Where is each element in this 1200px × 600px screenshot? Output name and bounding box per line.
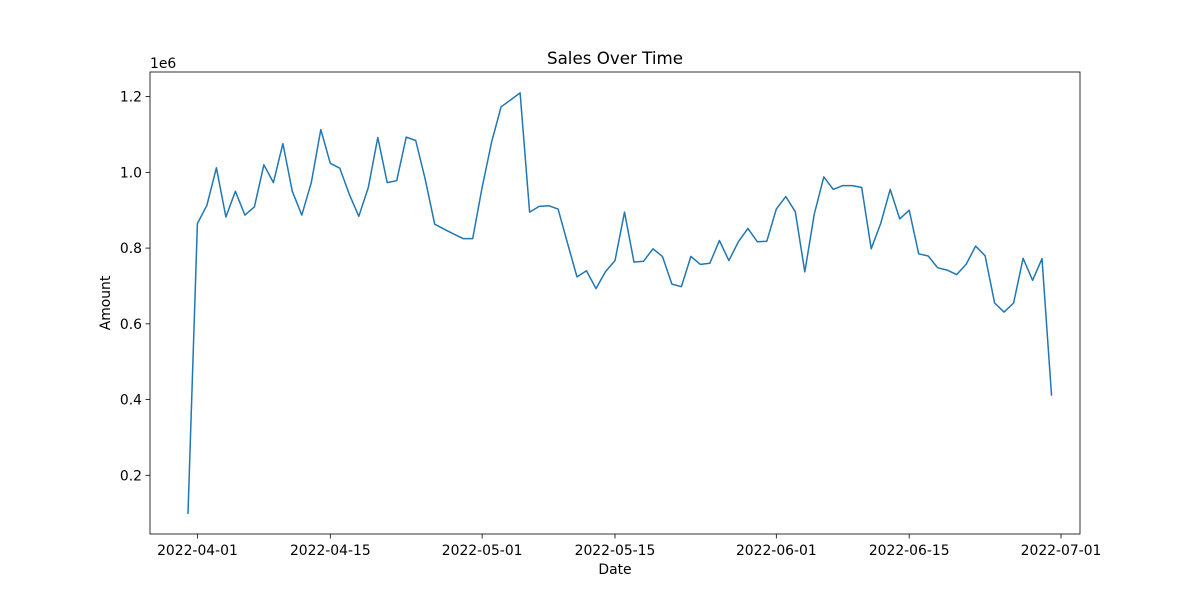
- y-axis-label: Amount: [98, 275, 114, 330]
- x-tick-label: 2022-06-01: [736, 543, 817, 559]
- x-tick-label: 2022-05-01: [442, 543, 523, 559]
- x-tick-label: 2022-04-01: [157, 543, 238, 559]
- x-axis: 2022-04-01 2022-04-15 2022-05-01 2022-05-15…: [157, 534, 1101, 559]
- y-tick-label: 0.6: [120, 317, 142, 333]
- y-offset-label: 1e6: [150, 56, 176, 72]
- y-tick-label: 0.2: [120, 468, 142, 484]
- y-axis: 0.2 0.4 0.6 0.8 1.0 1.2: [120, 90, 150, 484]
- x-tick-label: 2022-07-01: [1021, 543, 1102, 559]
- y-tick-label: 0.8: [120, 241, 142, 257]
- plot-layer: [187, 92, 1053, 514]
- chart-title: Sales Over Time: [547, 48, 683, 68]
- x-axis-label: Date: [598, 562, 631, 578]
- y-tick-label: 1.2: [120, 90, 142, 106]
- x-tick-label: 2022-04-15: [290, 543, 371, 559]
- sales-series-line: [187, 92, 1053, 514]
- y-tick-label: 1.0: [120, 165, 142, 181]
- x-tick-label: 2022-05-15: [575, 543, 656, 559]
- x-tick-label: 2022-06-15: [869, 543, 950, 559]
- y-tick-label: 0.4: [120, 393, 142, 409]
